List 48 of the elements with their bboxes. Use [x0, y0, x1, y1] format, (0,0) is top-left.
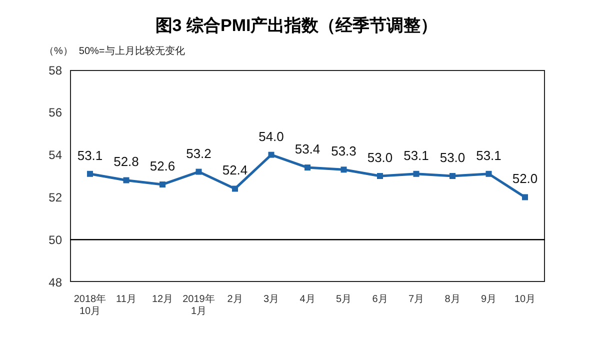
point [160, 181, 166, 188]
x-tick-label: 5月 [336, 294, 352, 305]
data-label: 53.1 [77, 148, 103, 163]
point [340, 166, 347, 173]
data-label: 53.0 [440, 150, 466, 165]
data-label: 53.2 [186, 146, 212, 161]
chart-title: 图3 综合PMI产出指数（经季节调整） [154, 15, 439, 37]
data-label: 53.3 [331, 144, 356, 159]
point [377, 173, 383, 179]
point [123, 177, 130, 184]
x-tick-label: 6月 [372, 294, 388, 305]
x-tick-label: 2月 [227, 294, 243, 305]
x-tick-label: 10月 [514, 294, 536, 305]
x-tick-label: 4月 [300, 294, 316, 305]
x-tick-label: 7月 [408, 294, 424, 305]
data-label: 52.6 [150, 158, 176, 174]
point [232, 186, 238, 192]
point [486, 170, 492, 177]
text: 50%=与上月比较无变化 [78, 46, 185, 57]
point [522, 194, 528, 200]
point [196, 168, 202, 175]
y-tick-label: 52 [48, 190, 62, 204]
data-label: 54.0 [258, 128, 284, 144]
x-tick-label: 9月 [480, 294, 497, 305]
point [413, 170, 420, 177]
point [450, 173, 456, 179]
data-label: 53.1 [476, 148, 502, 163]
point [304, 164, 310, 171]
y-tick-label: 50 [48, 232, 62, 247]
data-label: 53.0 [367, 150, 393, 165]
data-label: 52.0 [512, 171, 538, 186]
x-tick-label: 11月 [116, 294, 136, 305]
x-tick-label: 2018年 10月 [74, 293, 106, 317]
y-axis-title: （%） [44, 46, 73, 57]
y-tick-label: 48 [48, 275, 62, 290]
x-tick-label: 8月 [444, 294, 460, 305]
data-label: 53.4 [294, 142, 320, 157]
data-label: 52.8 [114, 154, 139, 170]
y-tick-label: 56 [48, 106, 62, 120]
x-tick-label: 12月 [152, 294, 174, 305]
data-label: 53.1 [404, 148, 429, 163]
data-label: 52.4 [222, 162, 248, 178]
point [87, 170, 93, 177]
point [268, 152, 274, 158]
y-tick-label: 58 [48, 63, 62, 78]
x-tick-label: 2019年 1月 [182, 293, 215, 317]
y-tick-label: 54 [48, 148, 62, 162]
x-tick-label: 3月 [263, 294, 280, 305]
